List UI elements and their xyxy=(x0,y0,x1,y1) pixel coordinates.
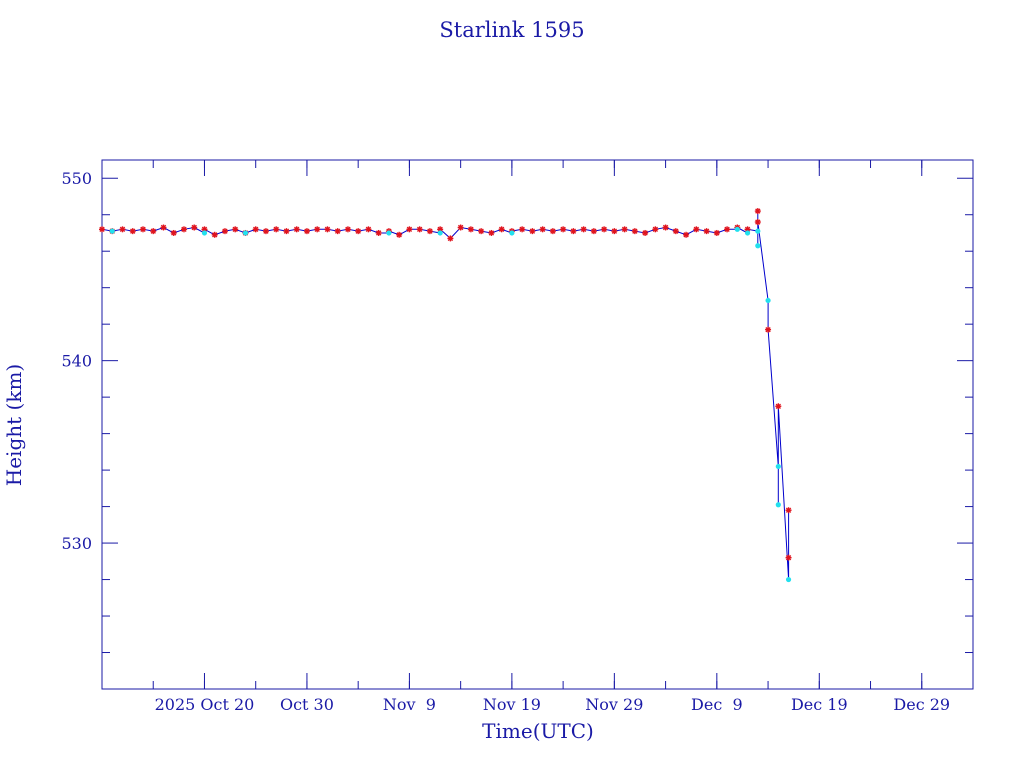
red-star-marker xyxy=(672,228,679,235)
red-star-marker xyxy=(283,228,290,235)
x-tick-label: Dec 19 xyxy=(791,695,848,714)
red-star-marker xyxy=(713,229,720,236)
red-star-marker xyxy=(611,228,618,235)
red-star-marker xyxy=(775,403,782,410)
red-star-marker xyxy=(232,226,239,233)
red-star-marker xyxy=(703,228,710,235)
x-tick-label: Oct 30 xyxy=(280,695,334,714)
red-star-marker xyxy=(683,231,690,238)
red-star-marker xyxy=(303,228,310,235)
red-star-marker xyxy=(754,219,761,226)
x-tick-label: Dec 9 xyxy=(691,695,743,714)
red-star-marker xyxy=(498,226,505,233)
red-star-marker xyxy=(211,231,218,238)
cyan-dot-marker xyxy=(386,230,392,236)
red-star-marker xyxy=(273,226,280,233)
cyan-dot-marker xyxy=(775,463,781,470)
red-star-marker xyxy=(652,226,659,233)
plot-frame xyxy=(101,159,974,690)
red-star-marker xyxy=(580,226,587,233)
chart-title: Starlink 1595 xyxy=(439,18,584,42)
red-star-marker xyxy=(447,235,454,242)
red-star-marker xyxy=(191,224,198,231)
y-tick-label: 540 xyxy=(61,352,92,371)
x-tick-label: 2025 Oct 20 xyxy=(155,695,255,714)
red-star-marker xyxy=(99,226,105,233)
red-star-marker xyxy=(262,228,269,235)
red-star-marker xyxy=(375,229,382,236)
red-star-marker xyxy=(170,229,177,236)
red-star-marker xyxy=(139,226,146,233)
x-tick-label: Nov 9 xyxy=(383,695,436,714)
height-series-line xyxy=(101,211,790,580)
cyan-dot-marker xyxy=(785,576,792,583)
data-markers xyxy=(99,208,792,583)
x-axis-label: Time(UTC) xyxy=(482,719,594,743)
red-star-marker xyxy=(293,226,300,233)
red-star-marker xyxy=(457,224,464,231)
red-star-marker xyxy=(478,228,485,235)
red-star-marker xyxy=(221,228,228,235)
red-star-marker xyxy=(150,228,157,235)
cyan-dot-marker xyxy=(744,230,751,236)
red-star-marker xyxy=(252,226,259,233)
red-star-marker xyxy=(201,226,208,233)
red-star-marker xyxy=(765,326,772,333)
red-star-marker xyxy=(529,228,536,235)
red-star-marker xyxy=(754,208,761,215)
cyan-dot-marker xyxy=(109,228,115,234)
red-star-marker xyxy=(324,226,331,233)
red-star-marker xyxy=(334,228,341,235)
cyan-dot-marker xyxy=(734,226,740,232)
cyan-dot-marker xyxy=(755,243,761,249)
red-star-marker xyxy=(160,224,167,231)
red-star-marker xyxy=(396,231,403,238)
cyan-dot-marker xyxy=(755,228,761,234)
red-star-marker xyxy=(129,228,136,235)
red-star-marker xyxy=(631,228,638,235)
red-star-marker xyxy=(519,226,526,233)
axis-ticks xyxy=(101,160,974,690)
red-star-marker xyxy=(467,226,474,233)
cyan-dot-marker xyxy=(509,230,515,236)
cyan-dot-marker xyxy=(775,502,781,508)
cyan-dot-marker xyxy=(765,297,771,304)
red-star-marker xyxy=(539,226,546,233)
y-tick-label: 530 xyxy=(61,534,92,553)
x-tick-label: Dec 29 xyxy=(893,695,950,714)
red-star-marker xyxy=(488,229,495,236)
red-star-marker xyxy=(180,226,187,233)
cyan-dot-marker xyxy=(242,230,249,236)
red-star-marker xyxy=(662,224,669,231)
red-star-marker xyxy=(314,226,321,233)
red-star-marker xyxy=(621,226,628,233)
red-star-marker xyxy=(693,226,700,233)
cyan-dot-marker xyxy=(201,230,208,236)
red-star-marker xyxy=(785,507,792,514)
red-star-marker xyxy=(549,228,556,235)
red-star-marker xyxy=(355,228,362,235)
red-star-marker xyxy=(560,226,567,233)
red-star-marker xyxy=(416,226,423,233)
red-star-marker xyxy=(365,226,372,233)
red-star-marker xyxy=(590,228,597,235)
red-star-marker xyxy=(119,226,126,233)
red-star-marker xyxy=(642,229,649,236)
cyan-dot-marker xyxy=(437,230,443,236)
y-axis-label: Height (km) xyxy=(2,364,26,486)
red-star-marker xyxy=(601,226,608,233)
y-tick-labels: 530 540 550 xyxy=(61,169,92,553)
red-star-marker xyxy=(570,228,577,235)
y-tick-label: 550 xyxy=(61,169,92,188)
x-tick-label: Nov 29 xyxy=(585,695,643,714)
x-tick-labels: 2025 Oct 20 Oct 30 Nov 9 Nov 19 Nov 29 Dec 9 D… xyxy=(155,695,951,714)
red-star-marker xyxy=(724,226,731,233)
red-star-marker xyxy=(785,554,792,561)
red-star-marker xyxy=(406,226,413,233)
red-star-marker xyxy=(344,226,351,233)
x-tick-label: Nov 19 xyxy=(483,695,541,714)
red-star-marker xyxy=(426,228,433,235)
